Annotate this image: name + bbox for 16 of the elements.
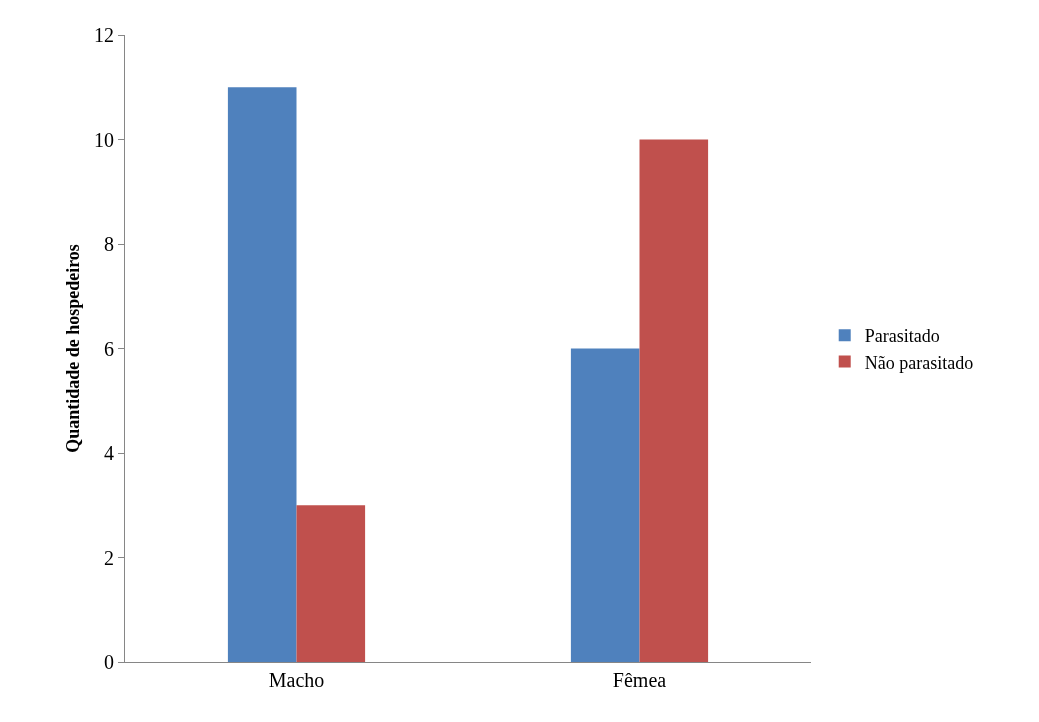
y-axis-title: Quantidade de hospedeiros (63, 244, 83, 453)
bar (570, 348, 640, 662)
y-tick-label: 0 (104, 651, 114, 673)
bar (227, 87, 297, 662)
legend-label: Não parasitado (864, 352, 974, 373)
x-tick-label: Macho (268, 669, 325, 691)
y-tick-label: 6 (104, 337, 114, 360)
bar (296, 505, 366, 662)
x-tick-label: Fêmea (612, 669, 667, 691)
y-tick-label: 2 (104, 546, 114, 569)
legend-label: Parasitado (864, 326, 940, 347)
y-tick-label: 4 (104, 442, 114, 464)
y-tick-label: 8 (104, 233, 114, 255)
bar (639, 139, 709, 662)
y-tick-label: 12 (94, 24, 114, 46)
y-tick-label: 10 (94, 128, 114, 151)
